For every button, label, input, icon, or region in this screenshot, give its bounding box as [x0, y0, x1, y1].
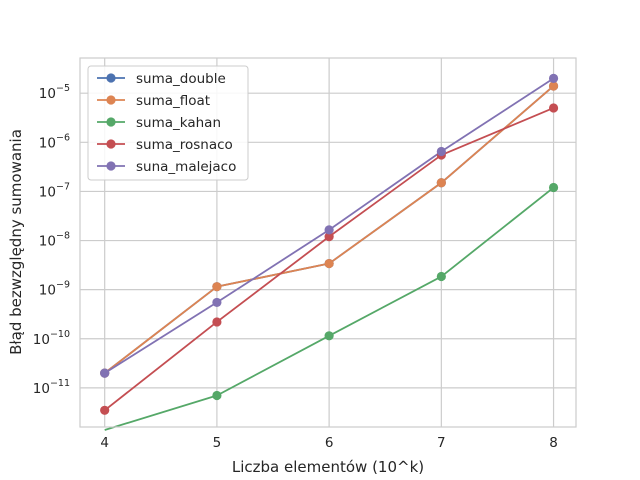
legend-marker — [106, 117, 116, 127]
y-tick-label: 10−11 — [33, 378, 70, 397]
x-tick-labels: 4 5 6 7 8 — [100, 435, 557, 451]
data-point-suma_rosnaco — [100, 405, 110, 415]
legend-label: suma_kahan — [136, 115, 221, 131]
data-point-suma_rosnaco — [324, 232, 334, 242]
data-point-suna_malejaco — [548, 73, 559, 83]
x-tick-label: 4 — [100, 435, 109, 451]
y-tick-label: 10−7 — [39, 181, 70, 200]
y-tick-label: 10−6 — [39, 132, 70, 151]
grid-lines — [80, 58, 576, 427]
y-tick-label: 10−5 — [39, 83, 70, 102]
data-point-suna_malejaco — [100, 368, 110, 378]
legend-box — [87, 65, 249, 181]
data-point-suma_float — [324, 258, 334, 269]
legend-label: suma_rosnaco — [136, 137, 233, 153]
x-axis-label: Liczba elementów (10^k) — [232, 458, 424, 476]
data-point-suma_kahan — [436, 271, 446, 282]
data-point-suma_kahan — [212, 390, 222, 401]
data-point-suma_float — [548, 81, 559, 91]
legend-label: suma_float — [136, 93, 210, 109]
x-tick-label: 5 — [213, 435, 222, 451]
y-tick-label: 10−10 — [33, 329, 70, 348]
data-point-suna_malejaco — [324, 225, 334, 235]
data-point-suma_rosnaco — [212, 317, 222, 327]
data-point-suma_rosnaco — [548, 103, 559, 113]
data-point-suma_float — [436, 178, 446, 188]
y-tick-label: 10−8 — [39, 231, 70, 250]
legend-marker — [106, 139, 116, 149]
data-point-suma_kahan — [324, 331, 334, 341]
data-point-suma_kahan — [548, 182, 559, 193]
legend-label: suma_double — [136, 71, 226, 87]
y-tick-labels: 10−11 10−10 10−9 10−8 10−7 10−6 10−5 — [33, 83, 70, 397]
y-axis-label: Błąd bezwzględny sumowania — [7, 129, 25, 355]
data-point-suna_malejaco — [436, 146, 446, 157]
legend-label: suna_malejaco — [136, 159, 236, 175]
legend-marker — [106, 95, 116, 105]
legend: suma_double suma_float suma_kahan suma_rosn… — [87, 65, 249, 181]
data-point-suma_float — [212, 282, 222, 292]
x-tick-label: 8 — [549, 435, 558, 451]
series-markers — [100, 73, 559, 415]
x-tick-label: 6 — [325, 435, 334, 451]
y-tick-label: 10−9 — [39, 280, 70, 299]
data-point-suna_malejaco — [212, 297, 222, 308]
plot-frame — [79, 57, 577, 428]
legend-marker — [106, 73, 116, 83]
legend-marker — [106, 161, 116, 171]
x-tick-label: 7 — [437, 435, 446, 451]
